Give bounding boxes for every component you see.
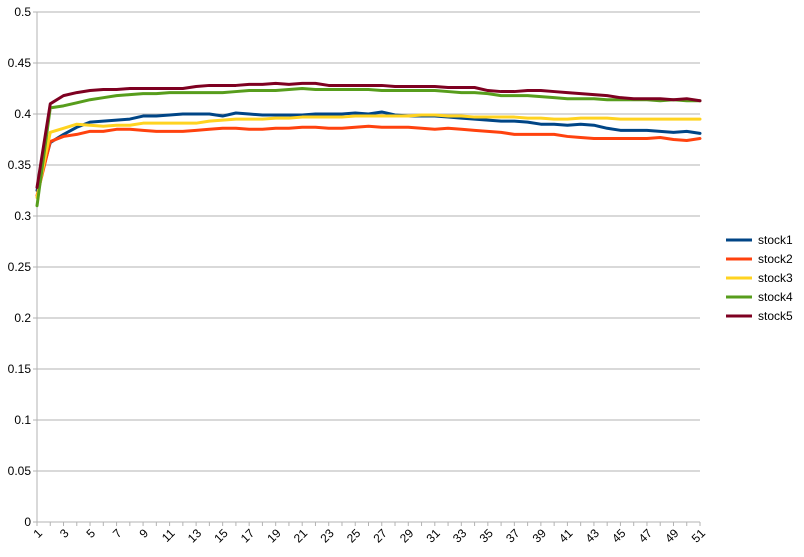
series-line-stock1 — [35, 110, 702, 192]
legend-label-stock3: stock3 — [758, 271, 793, 285]
series-line-stock2 — [35, 124, 702, 198]
y-tick-label: 0.4 — [14, 107, 31, 121]
x-tick-label: 47 — [636, 526, 656, 546]
x-tick-label: 37 — [503, 526, 523, 546]
y-tick-label: 0.1 — [14, 413, 31, 427]
y-tick-label: 0.15 — [8, 362, 32, 376]
x-tick-label: 27 — [370, 526, 390, 546]
x-tick-label: 43 — [583, 526, 603, 546]
x-tick-label: 41 — [556, 526, 576, 546]
legend-label-stock5: stock5 — [758, 309, 793, 323]
x-tick-label: 51 — [689, 526, 709, 546]
y-tick-label: 0 — [24, 515, 31, 529]
legend: stock1 stock2 stock3 stock4 stock5 — [726, 233, 793, 323]
x-axis-ticks: 1 3 5 7 9 11 13 15 17 19 21 23 25 27 29 31 33 35 37 39 41 43 4… — [30, 522, 708, 546]
x-tick-label: 11 — [159, 526, 178, 545]
legend-label-stock4: stock4 — [758, 290, 793, 304]
x-tick-label: 19 — [264, 526, 284, 546]
series-line-stock4 — [35, 87, 702, 208]
legend-label-stock1: stock1 — [758, 233, 793, 247]
x-tick-label: 45 — [609, 526, 629, 546]
x-tick-label: 13 — [185, 526, 205, 546]
x-tick-label: 3 — [57, 526, 72, 541]
y-tick-label: 0.5 — [14, 5, 31, 19]
y-tick-label: 0.45 — [8, 56, 32, 70]
x-tick-label: 15 — [211, 526, 231, 546]
x-tick-label: 7 — [110, 526, 125, 541]
y-tick-label: 0.25 — [8, 260, 32, 274]
x-tick-label: 17 — [238, 526, 258, 546]
x-tick-label: 9 — [137, 526, 152, 541]
y-tick-label: 0.3 — [14, 209, 31, 223]
series-line-stock3 — [35, 113, 702, 200]
x-tick-label: 25 — [344, 526, 364, 546]
x-tick-label: 33 — [450, 526, 470, 546]
x-tick-label: 35 — [477, 526, 497, 546]
y-tick-label: 0.05 — [8, 464, 32, 478]
x-tick-label: 21 — [291, 526, 311, 546]
y-tick-label: 0.2 — [14, 311, 31, 325]
x-tick-label: 5 — [83, 526, 98, 541]
x-tick-label: 1 — [30, 526, 45, 541]
series-line-stock5 — [35, 81, 702, 189]
x-tick-label: 49 — [662, 526, 682, 546]
y-tick-label: 0.35 — [8, 158, 32, 172]
x-tick-label: 39 — [530, 526, 550, 546]
x-tick-label: 23 — [317, 526, 337, 546]
series-lines — [35, 81, 702, 208]
legend-label-stock2: stock2 — [758, 252, 793, 266]
y-axis-ticks: 0 0.05 0.1 0.15 0.2 0.25 0.3 0.35 0.4 0.45 0.5 — [8, 5, 37, 529]
x-tick-label: 31 — [424, 526, 444, 546]
x-tick-label: 29 — [397, 526, 417, 546]
